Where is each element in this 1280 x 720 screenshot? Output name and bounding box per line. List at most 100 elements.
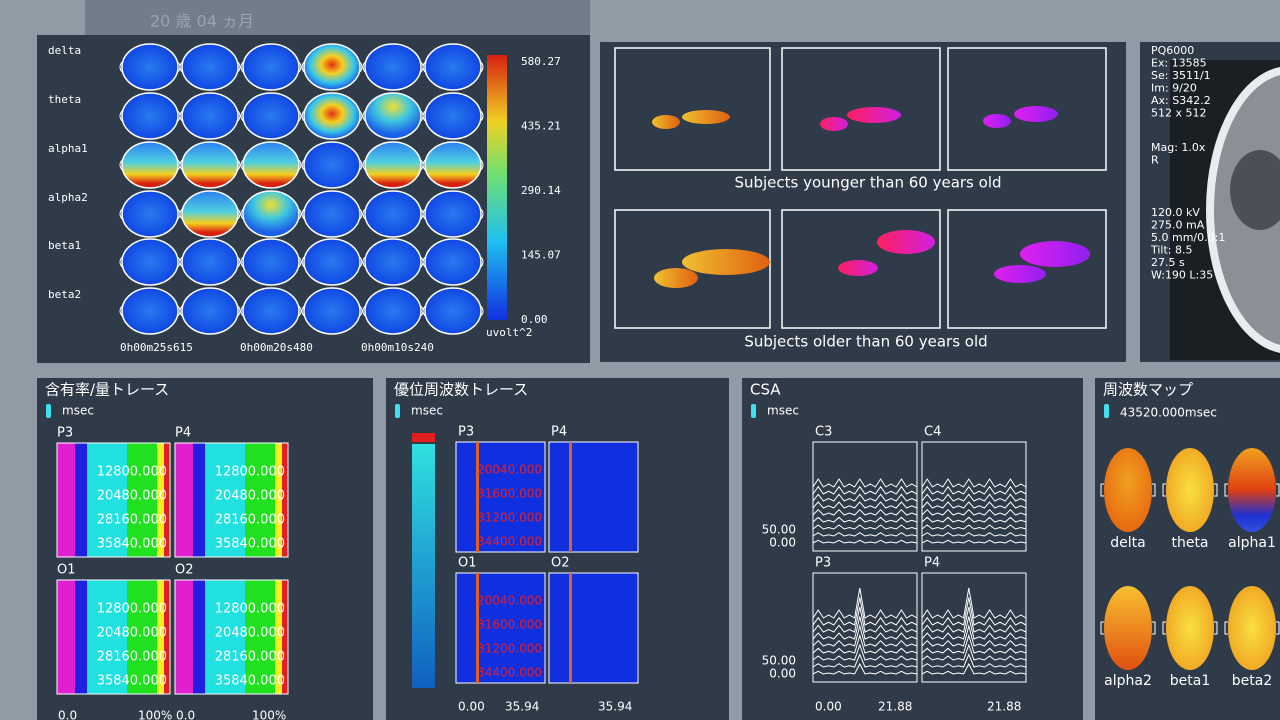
channel-label: C4 xyxy=(924,425,941,440)
channel-label: C3 xyxy=(815,425,832,440)
ct-info: Mag: 1.0x xyxy=(1151,141,1206,154)
channel-label: P4 xyxy=(551,425,567,440)
topomap-head xyxy=(242,92,300,140)
trace-label: 28160.000 xyxy=(97,513,167,528)
trace-band xyxy=(127,580,157,694)
trace-band xyxy=(87,443,127,557)
topomap-head xyxy=(364,287,422,335)
ear xyxy=(240,110,302,122)
freq-bar xyxy=(412,444,435,688)
scale-tick-label: 435.21 xyxy=(521,120,561,133)
topomap-head xyxy=(242,190,300,238)
axis-label: 35.94 xyxy=(598,700,632,714)
csa-scale: 0.00 xyxy=(769,536,796,550)
cluster xyxy=(838,260,878,276)
scale-tick-label: 0.00 xyxy=(521,313,548,326)
plot-frame xyxy=(455,441,546,553)
ear xyxy=(179,159,241,171)
freq-map-head xyxy=(1228,586,1276,670)
topomap-head xyxy=(424,141,482,189)
csa-scale: 0.00 xyxy=(769,667,796,681)
axis-label: 100% xyxy=(252,709,286,720)
channel-label: P3 xyxy=(815,556,831,571)
csa-trace xyxy=(921,597,1027,626)
caption: Subjects older than 60 years old xyxy=(744,333,987,351)
ear xyxy=(179,110,241,122)
trace-band xyxy=(57,580,75,694)
channel-label: P4 xyxy=(924,556,940,571)
ct-info: 5.0 mm/0.0:1 xyxy=(1151,231,1225,244)
trace-band xyxy=(175,580,193,694)
topomap-head xyxy=(424,238,482,286)
trace-label: 28160.000 xyxy=(215,513,285,528)
time-label: 0h00m25s615 xyxy=(120,341,193,354)
freq-map-head xyxy=(1228,448,1276,532)
panel-title: 周波数マップ xyxy=(1103,381,1193,399)
ct-info: 27.5 s xyxy=(1151,256,1185,269)
csa-trace xyxy=(812,606,918,633)
map-label: alpha2 xyxy=(1104,673,1152,689)
trace-label: 20040.000 xyxy=(477,463,542,477)
scale-unit: uvolt^2 xyxy=(486,326,532,339)
trace-band xyxy=(275,443,282,557)
ear xyxy=(301,305,363,317)
trace-label: 20040.000 xyxy=(477,594,542,608)
csa-trace xyxy=(812,643,918,661)
trace-label: 34400.000 xyxy=(477,666,542,680)
trace-label: 12800.000 xyxy=(215,465,285,480)
trace-label: 35840.000 xyxy=(97,674,167,689)
ear xyxy=(1162,483,1218,497)
csa-trace xyxy=(921,493,1027,502)
trace-label: 20480.000 xyxy=(215,489,285,504)
channel-label: P4 xyxy=(175,426,191,441)
cluster xyxy=(877,230,935,254)
topomap-head xyxy=(242,287,300,335)
csa-trace xyxy=(921,643,1027,661)
axis-label: 21.88 xyxy=(878,700,912,714)
trace-band xyxy=(175,443,193,557)
csa-trace xyxy=(921,606,1027,633)
topomap-head xyxy=(303,287,361,335)
topomap-head xyxy=(424,92,482,140)
csa-trace xyxy=(921,485,1027,495)
trace-band xyxy=(57,443,75,557)
trace-label: 12800.000 xyxy=(97,465,167,480)
channel-label: O2 xyxy=(551,556,570,571)
ear xyxy=(301,61,363,73)
map-label: theta xyxy=(1171,535,1208,551)
cluster xyxy=(1020,241,1090,267)
trace-label: 31200.000 xyxy=(477,511,542,525)
topomap-head xyxy=(242,238,300,286)
time-icon xyxy=(46,404,51,418)
time-unit: 43520.000msec xyxy=(1120,406,1217,420)
csa-trace xyxy=(812,501,918,509)
csa-trace xyxy=(921,653,1027,668)
trace-label: 12800.000 xyxy=(215,602,285,617)
cluster xyxy=(983,114,1011,128)
trace-band xyxy=(282,580,288,694)
channel-label: O1 xyxy=(458,556,477,571)
ear xyxy=(1224,621,1280,635)
map-label: beta2 xyxy=(1232,673,1272,689)
channel-label: P3 xyxy=(57,426,73,441)
trace-label: 35840.000 xyxy=(215,537,285,552)
band-label: alpha1 xyxy=(48,142,88,155)
axis-label: 21.88 xyxy=(987,700,1021,714)
csa-trace xyxy=(812,532,918,537)
csa-trace xyxy=(921,501,1027,509)
plot-frame xyxy=(548,441,639,553)
csa-trace xyxy=(921,516,1027,523)
trace-label: 28160.000 xyxy=(97,650,167,665)
ear xyxy=(240,61,302,73)
time-icon xyxy=(395,404,400,418)
csa-trace xyxy=(812,653,918,668)
plot-frame xyxy=(56,579,171,695)
trace-band xyxy=(75,580,87,694)
csa-trace xyxy=(921,532,1027,537)
topomap-head xyxy=(303,238,361,286)
csa-trace xyxy=(812,616,918,640)
axis-label: 0.0 xyxy=(58,709,77,720)
topomap-head xyxy=(364,141,422,189)
trace-band xyxy=(164,443,170,557)
trace-label: 31600.000 xyxy=(477,487,542,501)
